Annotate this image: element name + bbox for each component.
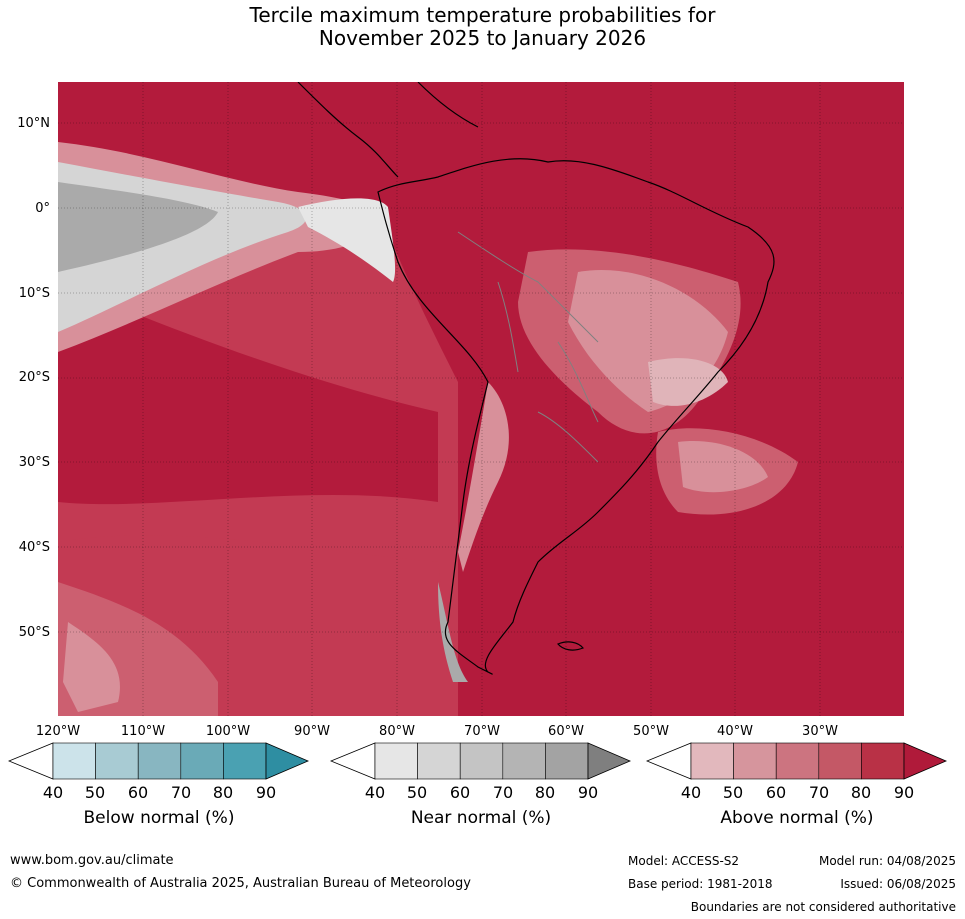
below-colorbar-segment <box>180 742 224 780</box>
lon-label-80w: 80°W <box>379 724 415 739</box>
near-tick: 40 <box>364 783 386 802</box>
below-tick: 80 <box>212 783 234 802</box>
lat-label-30s: 30°S <box>18 455 50 470</box>
near-colorbar-segment <box>459 742 504 780</box>
title-line-2: November 2025 to January 2026 <box>318 26 647 50</box>
near-colorbar-extend-low <box>330 742 376 780</box>
lat-label-50s: 50°S <box>18 625 50 640</box>
chart-title: Tercile maximum temperature probabilitie… <box>0 4 965 50</box>
below-normal-colorbar <box>8 742 310 780</box>
disclaimer-text: Boundaries are not considered authoritat… <box>690 900 956 914</box>
below-tick: 50 <box>84 783 106 802</box>
lon-label-60w: 60°W <box>548 724 584 739</box>
above-normal-90-band-pacific <box>58 282 438 505</box>
near-colorbar-segment <box>417 742 461 780</box>
above-normal-60-patch-southwest <box>63 622 120 712</box>
below-tick: 40 <box>42 783 64 802</box>
near-normal-80-core <box>58 182 218 272</box>
above-tick: 80 <box>850 783 872 802</box>
near-normal-80-patagonia <box>438 582 468 682</box>
above-normal-label: Above normal (%) <box>720 808 874 828</box>
near-tick: 80 <box>534 783 556 802</box>
model-text: Model: ACCESS-S2 <box>628 854 740 868</box>
above-colorbar-segment <box>775 742 820 780</box>
lat-label-20s: 20°S <box>18 370 50 385</box>
above-colorbar-extend-low <box>646 742 692 780</box>
below-tick: 90 <box>255 783 277 802</box>
lat-label-40s: 40°S <box>18 540 50 555</box>
lon-label-50w: 50°W <box>633 724 669 739</box>
graticule <box>58 82 904 716</box>
lat-label-10s: 10°S <box>18 286 50 301</box>
lon-label-90w: 90°W <box>294 724 330 739</box>
above-colorbar-segment <box>733 742 777 780</box>
near-normal-label: Near normal (%) <box>410 808 552 828</box>
central-america-coastline <box>297 82 399 178</box>
below-colorbar-extend-low <box>8 742 54 780</box>
above-tick: 40 <box>680 783 702 802</box>
above-normal-60-andes <box>458 382 509 572</box>
lon-label-110w: 110°W <box>120 724 166 739</box>
model-run-text: Model run: 04/08/2025 <box>818 854 956 868</box>
above-normal-50-southeast-brazil <box>648 358 728 406</box>
below-colorbar-segment <box>137 742 182 780</box>
caribbean-coastline <box>417 82 479 128</box>
near-normal-50-coastal <box>298 198 396 282</box>
below-colorbar-segment <box>223 742 267 780</box>
country-borders <box>457 231 599 463</box>
copyright-text: © Commonwealth of Australia 2025, Austra… <box>10 876 471 891</box>
above-tick: 90 <box>893 783 915 802</box>
website-link[interactable]: www.bom.gov.au/climate <box>10 853 174 868</box>
base-period-text: Base period: 1981-2018 <box>628 877 773 891</box>
near-tick: 50 <box>406 783 428 802</box>
above-tick: 70 <box>808 783 830 802</box>
map-canvas <box>58 82 904 716</box>
probability-map <box>58 82 904 716</box>
above-normal-colorbar <box>646 742 948 780</box>
south-america-coastline <box>377 158 775 675</box>
lon-label-30w: 30°W <box>802 724 838 739</box>
near-tick: 60 <box>449 783 471 802</box>
near-colorbar-extend-high <box>587 742 632 780</box>
above-colorbar-segment <box>690 742 734 780</box>
above-colorbar-extend-high <box>903 742 948 780</box>
near-colorbar-segment <box>502 742 546 780</box>
above-tick: 60 <box>765 783 787 802</box>
below-colorbar-extend-high <box>265 742 310 780</box>
lon-label-40w: 40°W <box>717 724 753 739</box>
lat-label-0: 0° <box>35 201 50 216</box>
below-tick: 70 <box>170 783 192 802</box>
lon-label-70w: 70°W <box>464 724 500 739</box>
above-colorbar-segment <box>818 742 862 780</box>
lat-label-10n: 10°N <box>17 116 50 131</box>
above-colorbar-segment <box>861 742 905 780</box>
lon-label-120w: 120°W <box>35 724 81 739</box>
lon-label-100w: 100°W <box>205 724 251 739</box>
above-normal-60-south-atlantic <box>678 441 768 493</box>
issued-text: Issued: 06/08/2025 <box>840 877 956 891</box>
near-colorbar-segment <box>374 742 418 780</box>
near-tick: 90 <box>577 783 599 802</box>
near-normal-colorbar <box>330 742 632 780</box>
title-line-1: Tercile maximum temperature probabilitie… <box>249 3 716 27</box>
below-normal-label: Below normal (%) <box>83 808 235 828</box>
below-colorbar-segment <box>52 742 96 780</box>
above-tick: 50 <box>722 783 744 802</box>
below-tick: 60 <box>127 783 149 802</box>
falkland-islands <box>557 641 584 651</box>
near-colorbar-segment <box>545 742 589 780</box>
near-tick: 70 <box>492 783 514 802</box>
below-colorbar-segment <box>95 742 139 780</box>
